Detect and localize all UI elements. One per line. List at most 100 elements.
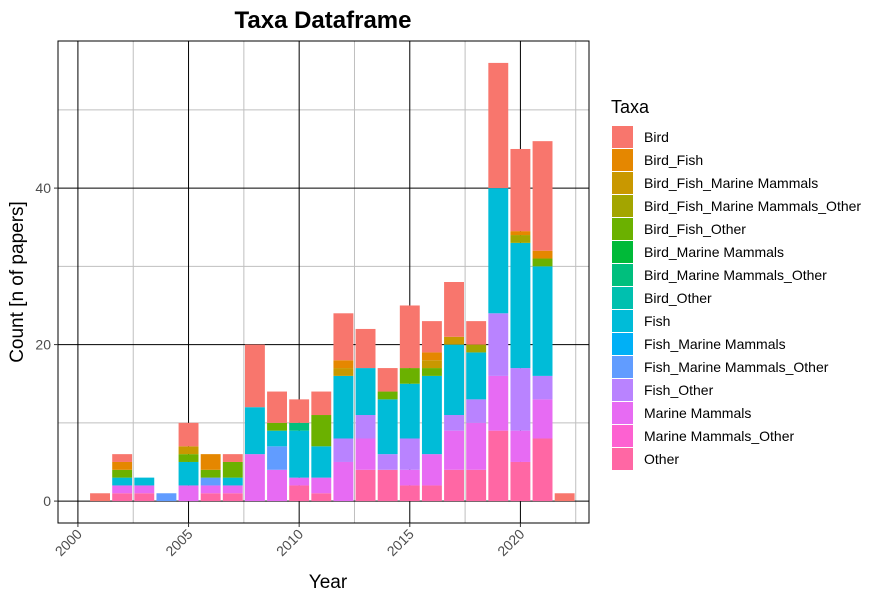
bar-segment-fish	[112, 477, 133, 486]
legend-swatch	[612, 333, 633, 355]
bar-segment-fish	[333, 375, 354, 439]
legend-item-marine-mammals-other: Marine Mammals_Other	[612, 425, 794, 447]
bar-segment-bird	[244, 344, 265, 408]
legend-item-bird-marine-mammals-other: Bird_Marine Mammals_Other	[612, 264, 827, 286]
bar-segment-marine-mammals	[178, 485, 199, 502]
legend-label: Bird_Fish_Marine Mammals_Other	[644, 198, 861, 214]
bar-segment-marine-mammals	[200, 485, 221, 494]
x-axis: 2000 2005 2010 2015 2020	[52, 523, 528, 559]
bar-segment-marine-mammals	[222, 485, 243, 494]
bar-segment-bird-fish-other	[112, 469, 133, 478]
bar-segment-bird	[311, 391, 332, 416]
y-axis: 0 20 40	[35, 180, 58, 509]
x-axis-title: Year	[309, 572, 348, 593]
chart-title: Taxa Dataframe	[235, 7, 412, 34]
bar-stack-2013	[355, 328, 376, 502]
legend-items: Bird Bird_Fish Bird_Fish_Marine Mammals Bir…	[612, 126, 861, 470]
bar-segment-fish-other	[466, 399, 487, 423]
legend-item-marine-mammals: Marine Mammals	[612, 402, 751, 424]
bar-segment-bird-fish-marine-mammals-other	[466, 344, 487, 353]
bar-segment-bird	[377, 368, 398, 392]
bar-segment-other	[289, 485, 310, 502]
legend-label: Bird_Fish	[644, 152, 703, 168]
bar-segment-marine-mammals	[510, 430, 531, 462]
bar-segment-other	[134, 493, 155, 502]
legend-item-bird: Bird	[612, 126, 669, 148]
bar-segment-marine-mammals	[532, 399, 553, 439]
bar-segment-bird-fish-marine-mammals	[333, 368, 354, 376]
bar-segment-bird	[466, 321, 487, 345]
bar-segment-marine-mammals	[267, 469, 287, 502]
bar-stack-2011	[311, 391, 332, 502]
legend-item-fish-marine-mammals: Fish_Marine Mammals	[612, 333, 786, 355]
bar-segment-fish	[377, 399, 398, 455]
bar-stack-2005	[178, 422, 199, 502]
bar-stack-2010	[289, 399, 310, 502]
bar-stack-2004	[156, 493, 177, 502]
bar-segment-fish	[399, 383, 420, 439]
bar-segment-marine-mammals	[333, 461, 354, 502]
bar-stack-2014	[377, 368, 398, 502]
bar-segment-marine-mammals	[355, 438, 376, 470]
bar-segment-fish-marine-mammals-other	[200, 477, 221, 486]
bar-segment-fish	[289, 430, 310, 478]
bar-stack-2012	[333, 313, 354, 502]
legend-label: Bird_Fish_Marine Mammals	[644, 175, 818, 191]
bar-segment-bird	[289, 399, 310, 423]
bar-segment-other	[532, 438, 553, 502]
legend-item-other: Other	[612, 448, 679, 470]
legend-swatch	[612, 402, 633, 424]
bar-segment-other	[488, 430, 509, 502]
legend-item-bird-fish: Bird_Fish	[612, 149, 703, 171]
legend-swatch	[612, 126, 633, 148]
bar-segment-marine-mammals	[444, 430, 464, 470]
bar-segment-bird-fish-other	[377, 391, 398, 400]
legend-swatch	[612, 264, 633, 286]
legend-swatch	[612, 425, 633, 447]
legend-item-bird-fish-marine-mammals-other: Bird_Fish_Marine Mammals_Other	[612, 195, 861, 217]
bar-segment-marine-mammals	[112, 485, 133, 494]
bar-segment-other	[311, 493, 332, 502]
bar-segment-bird	[554, 493, 575, 502]
bar-segment-bird	[178, 422, 199, 447]
legend-swatch	[612, 241, 633, 263]
bar-stack-2001	[90, 493, 110, 502]
x-tick-label: 2005	[162, 526, 195, 559]
bar-stack-2019	[488, 62, 509, 502]
legend-label: Fish_Marine Mammals_Other	[644, 359, 829, 375]
bar-stack-2009	[267, 391, 287, 502]
bar-segment-bird-fish	[200, 454, 221, 470]
bar-segment-marine-mammals	[488, 375, 509, 431]
bar-segment-bird-fish-marine-mammals-other	[510, 235, 531, 243]
bar-segment-bird	[399, 305, 420, 369]
bar-segment-fish	[532, 266, 553, 376]
bar-segment-fish-marine-mammals-other	[267, 446, 287, 470]
bar-segment-fish	[244, 407, 265, 455]
bar-segment-other	[355, 469, 376, 502]
bar-segment-bird	[532, 141, 553, 251]
bar-segment-bird	[112, 454, 133, 462]
bar-segment-marine-mammals	[289, 477, 310, 486]
bar-stack-2002	[112, 454, 133, 502]
bar-segment-bird-fish-other	[421, 368, 442, 376]
legend-item-bird-fish-other: Bird_Fish_Other	[612, 218, 746, 240]
bar-segment-marine-mammals	[399, 469, 420, 486]
legend-label: Fish_Marine Mammals	[644, 336, 786, 352]
bar-segment-bird	[444, 282, 464, 337]
bar-segment-bird-fish	[333, 360, 354, 369]
bar-segment-bird	[267, 391, 287, 423]
x-tick-label: 2000	[52, 526, 85, 559]
legend-item-fish-marine-mammals-other: Fish_Marine Mammals_Other	[612, 356, 829, 378]
bar-stack-2003	[134, 477, 155, 502]
x-tick-label: 2010	[273, 526, 306, 559]
bar-stack-2015	[399, 305, 420, 502]
bar-segment-bird-fish-other	[399, 368, 420, 384]
bar-segment-fish	[466, 352, 487, 400]
bar-segment-fish	[421, 375, 442, 455]
legend-swatch	[612, 218, 633, 240]
y-tick-label: 0	[43, 493, 51, 509]
legend-label: Marine Mammals	[644, 405, 751, 421]
bar-stack-2020	[510, 148, 531, 502]
bar-segment-fish	[311, 446, 332, 478]
